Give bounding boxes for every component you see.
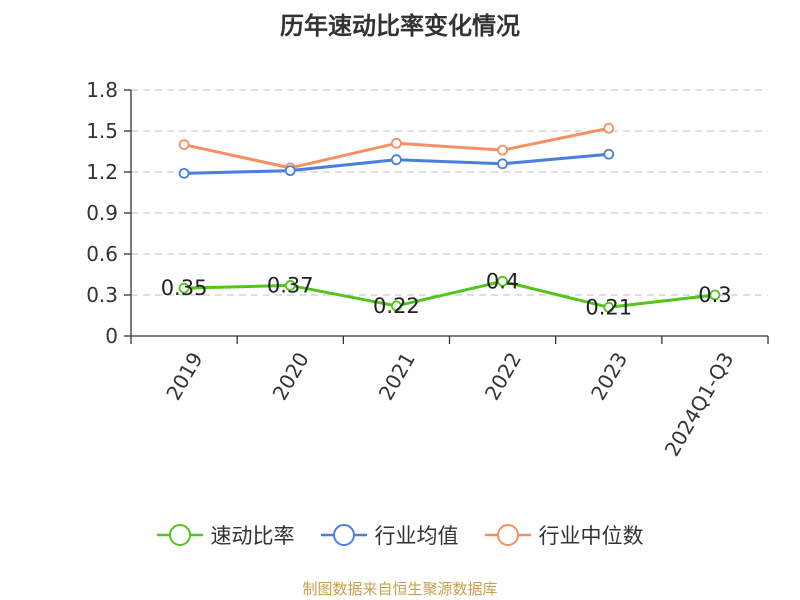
- legend-swatch-icon: [484, 524, 531, 546]
- data-point: [603, 301, 615, 313]
- series-line: [184, 279, 716, 309]
- y-tick-label: 1.2: [86, 160, 118, 184]
- data-label: 0.35: [161, 276, 208, 300]
- y-tick-label: 0.3: [86, 283, 118, 307]
- data-point: [284, 280, 296, 291]
- x-tick-label: 2020: [268, 348, 314, 404]
- data-point: [178, 282, 190, 294]
- legend: 速动比率 行业均值 行业中位数: [0, 520, 800, 550]
- data-label: 0.22: [373, 294, 420, 318]
- data-point: [391, 300, 402, 312]
- legend-marker: [332, 524, 355, 546]
- x-tick-label: 2022: [480, 348, 526, 404]
- legend-label: 速动比率: [210, 524, 295, 548]
- data-point: [178, 139, 190, 151]
- data-label: 0.37: [267, 273, 314, 297]
- legend-swatch-icon: [320, 524, 367, 546]
- x-tick-label: 2019: [161, 348, 207, 404]
- data-point: [391, 137, 402, 149]
- x-tick-label: 2023: [586, 348, 632, 404]
- legend-marker: [496, 524, 519, 546]
- legend-swatch-icon: [156, 524, 203, 546]
- data-label: 0.21: [585, 295, 632, 319]
- source-note: 制图数据来自恒生聚源数据库: [302, 580, 498, 598]
- y-tick-label: 1.5: [86, 119, 118, 143]
- data-label: 0.4: [486, 269, 519, 293]
- data-point: [178, 167, 190, 179]
- y-tick-label: 0: [105, 324, 118, 348]
- x-tick-label: 2024Q1-Q3: [660, 348, 739, 460]
- data-point: [497, 275, 508, 287]
- y-tick-label: 0.9: [86, 201, 118, 225]
- data-point: [284, 165, 296, 177]
- data-point: [391, 154, 402, 166]
- x-tick-label: 2021: [374, 348, 420, 404]
- y-tick-label: 1.8: [86, 78, 118, 102]
- legend-marker: [168, 524, 191, 546]
- data-point: [603, 148, 615, 160]
- data-point: [603, 122, 615, 134]
- legend-label: 行业均值: [374, 524, 459, 548]
- data-point: [497, 158, 508, 170]
- data-point: [497, 144, 508, 156]
- chart-title: 历年速动比率变化情况: [280, 12, 520, 40]
- legend-item-industry-median[interactable]: 行业中位数: [484, 520, 644, 550]
- data-label: 0.3: [698, 283, 731, 307]
- y-tick-label: 0.6: [86, 242, 118, 266]
- data-point: [709, 289, 721, 301]
- legend-item-industry-mean[interactable]: 行业均值: [320, 520, 459, 550]
- legend-label: 行业中位数: [538, 524, 644, 548]
- legend-item-quick-ratio[interactable]: 速动比率: [156, 520, 295, 550]
